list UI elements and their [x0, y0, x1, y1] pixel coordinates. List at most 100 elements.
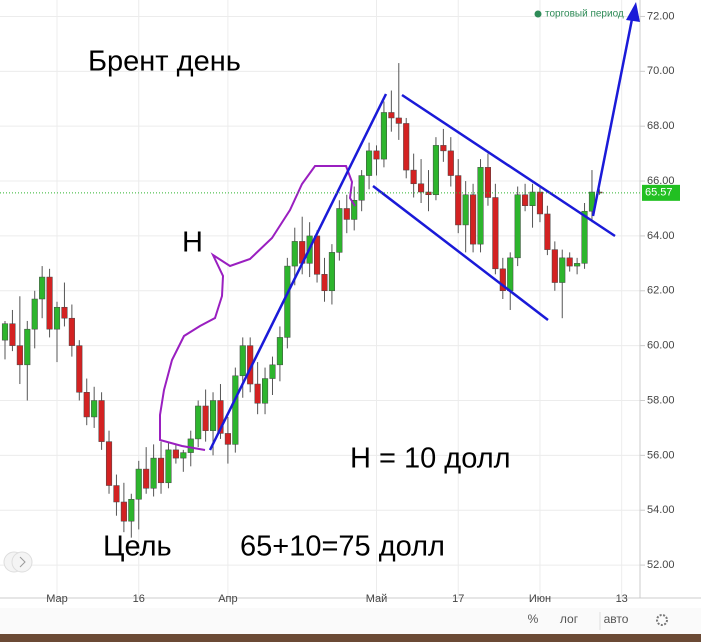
candle-body — [209, 400, 217, 431]
candle-body — [61, 306, 68, 319]
candle-body — [440, 145, 447, 152]
x-tick-label: 17 — [452, 593, 464, 605]
pattern-curve — [159, 165, 356, 451]
y-tick-label: 60.00 — [647, 340, 675, 352]
candle-body — [217, 400, 224, 434]
candle-body — [581, 210, 588, 264]
x-tick-label: Мар — [46, 593, 68, 605]
arrow-head — [626, 2, 640, 22]
y-tick-label: 72.00 — [647, 10, 675, 22]
legend-dot — [534, 10, 542, 18]
candle-body — [432, 145, 439, 196]
title: Брент день — [88, 46, 241, 78]
candle-body — [180, 452, 187, 459]
candle-body — [224, 433, 231, 445]
candle-body — [76, 345, 83, 393]
last-price-label: 65.57 — [645, 187, 673, 199]
candle-body — [232, 375, 239, 445]
toolbar-button[interactable]: авто — [604, 612, 629, 626]
annotation: 65+10=75 долл — [240, 531, 445, 563]
toolbar — [0, 608, 701, 634]
candle-body — [187, 438, 194, 453]
candle-body — [172, 449, 179, 459]
candle-body — [358, 175, 365, 201]
y-tick-label: 56.00 — [647, 449, 675, 461]
candle-body — [254, 383, 261, 404]
y-tick-label: 62.00 — [647, 285, 675, 297]
candle-body — [31, 298, 38, 330]
channel-upper — [401, 93, 616, 238]
candle-body — [514, 194, 521, 259]
annotation: Н — [182, 227, 203, 259]
candle-body — [321, 274, 328, 292]
candle-body — [9, 323, 16, 346]
candle-body — [559, 257, 566, 283]
candle-body — [105, 441, 113, 486]
candle-body — [484, 167, 491, 198]
candle-body — [16, 345, 23, 366]
candle-body — [418, 183, 425, 193]
toolbar-button[interactable]: % — [528, 612, 539, 626]
candle-body — [522, 194, 529, 206]
x-tick-label: 16 — [133, 593, 145, 605]
legend-label: торговый период — [545, 9, 624, 20]
settings-icon[interactable] — [656, 614, 668, 626]
candle-body — [46, 276, 53, 330]
candle-body — [388, 112, 395, 119]
candle-body — [410, 169, 417, 185]
y-tick-label: 70.00 — [647, 65, 675, 77]
candle-body — [395, 117, 402, 124]
candle-body — [284, 265, 291, 338]
candle-body — [150, 457, 157, 489]
candle-body — [536, 191, 544, 215]
y-tick-label: 64.00 — [647, 230, 675, 242]
channel-lower — [372, 185, 549, 321]
candle-body — [566, 257, 573, 267]
candle-body — [343, 208, 350, 220]
candle-body — [529, 191, 536, 206]
candle-body — [262, 378, 269, 404]
candle-body — [336, 208, 343, 253]
toolbar-button[interactable]: лог — [560, 612, 579, 626]
candle-body — [291, 241, 298, 267]
x-tick-label: 13 — [616, 593, 628, 605]
x-tick-label: Июн — [529, 593, 551, 605]
candle-body — [328, 252, 335, 292]
candle-body — [499, 268, 506, 292]
candle-body — [98, 400, 105, 442]
bottom-strip — [0, 634, 701, 642]
x-tick-label: Май — [366, 593, 388, 605]
candle-body — [135, 468, 142, 500]
candle-body — [574, 263, 581, 267]
candle-body — [68, 317, 75, 346]
candle-body — [492, 197, 499, 270]
candle-body — [403, 123, 410, 171]
candle-body — [113, 485, 120, 503]
candle-body — [380, 112, 387, 160]
candle-body — [91, 400, 98, 418]
y-tick-label: 52.00 — [647, 559, 675, 571]
candle-body — [366, 150, 373, 176]
scroll-right[interactable] — [11, 551, 33, 573]
candle-body — [455, 175, 462, 226]
trend-line — [208, 93, 388, 451]
y-tick-label: 68.00 — [647, 120, 675, 132]
y-tick-label: 66.00 — [647, 175, 675, 187]
candle-body — [39, 276, 46, 300]
candle-body — [157, 457, 165, 484]
candle-body — [551, 249, 558, 283]
candle-body — [544, 213, 551, 250]
scroll-icon — [19, 556, 26, 568]
candle-body — [447, 150, 454, 176]
candle-body — [269, 364, 276, 379]
candle-body — [24, 328, 31, 366]
x-tick-label: Апр — [218, 593, 237, 605]
target-arrow — [591, 13, 635, 217]
candle-body — [477, 167, 484, 245]
candle-body — [373, 150, 380, 160]
annotation: Н = 10 долл — [350, 443, 511, 475]
annotation: Цель — [103, 531, 172, 563]
candle-body — [425, 191, 432, 196]
